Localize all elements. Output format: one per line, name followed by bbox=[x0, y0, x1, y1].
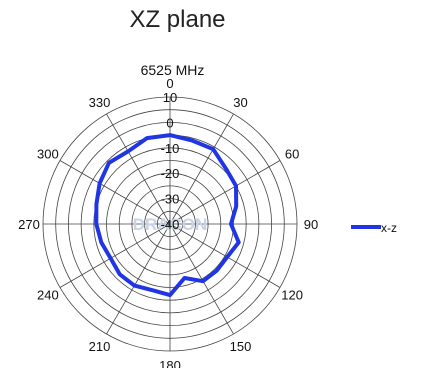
angle-tick-label: 90 bbox=[304, 217, 318, 232]
series-line bbox=[94, 133, 241, 298]
angle-tick-label: 210 bbox=[89, 339, 111, 354]
angle-tick-label: 240 bbox=[37, 288, 59, 303]
angle-tick-label: 30 bbox=[233, 95, 247, 110]
angle-tick-label: 120 bbox=[281, 288, 303, 303]
grid-spoke bbox=[106, 223, 171, 335]
radial-tick-label: -10 bbox=[161, 141, 180, 156]
angle-tick-label: 270 bbox=[18, 217, 40, 232]
angle-tick-label: 0 bbox=[166, 76, 173, 91]
radial-tick-label: -40 bbox=[161, 217, 180, 232]
radial-tick-label: -30 bbox=[161, 192, 180, 207]
chart-subtitle: 6525 MHz bbox=[140, 62, 205, 78]
angle-tick-label: 180 bbox=[159, 358, 181, 368]
grid-spoke bbox=[59, 223, 171, 288]
legend-label: x-z bbox=[381, 221, 397, 235]
radial-tick-label: -20 bbox=[161, 166, 180, 181]
grid-spoke bbox=[106, 113, 171, 225]
angle-tick-label: 150 bbox=[230, 339, 252, 354]
chart-title: XZ plane bbox=[129, 6, 226, 33]
grid-spoke bbox=[169, 223, 281, 288]
grid-spoke bbox=[59, 160, 171, 225]
angle-tick-label: 300 bbox=[37, 147, 59, 162]
angle-tick-label: 60 bbox=[285, 147, 299, 162]
grid-spoke bbox=[169, 160, 281, 225]
angle-tick-label: 330 bbox=[89, 95, 111, 110]
watermark-text: DRACON bbox=[133, 215, 208, 234]
radial-tick-label: 0 bbox=[166, 115, 173, 130]
radial-tick-label: 10 bbox=[163, 90, 177, 105]
grid-spoke bbox=[169, 113, 234, 225]
